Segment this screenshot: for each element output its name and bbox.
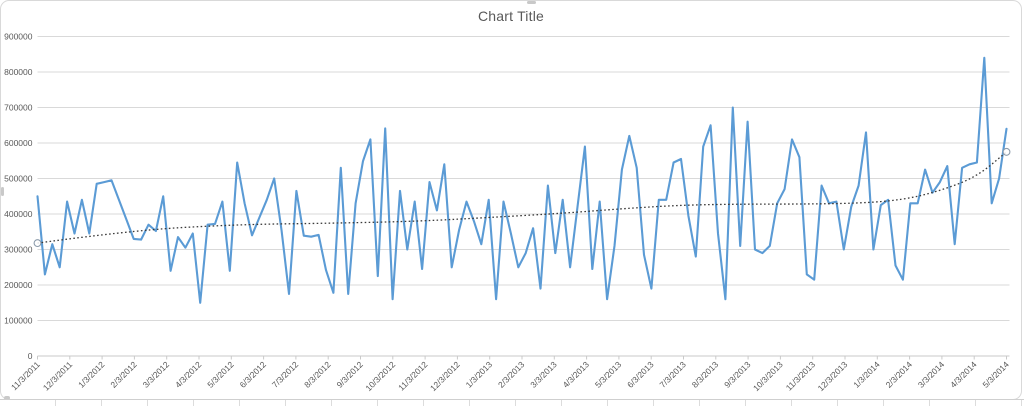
x-axis-label: 1/3/2013 [464,359,495,390]
x-axis-label: 7/3/2012 [270,359,301,390]
x-axis-label: 4/3/2014 [948,359,979,390]
x-axis-label: 6/3/2013 [625,359,656,390]
y-axis-label: 300000 [4,245,33,255]
x-axis-label: 1/3/2012 [76,359,107,390]
y-axis-label: 0 [28,351,33,361]
y-axis-label: 400000 [4,209,33,219]
x-axis-label: 5/3/2013 [593,359,624,390]
plot-area: 0 100000 200000 300000 400000 500000 600000 700… [4,32,1011,394]
x-axis-label: 1/3/2014 [851,359,882,390]
x-axis-label: 4/3/2012 [173,359,204,390]
trendline-end-marker [33,239,42,248]
trendline-end-marker [1002,147,1011,156]
x-axis-label: 8/3/2012 [302,359,333,390]
x-axis-label: 8/3/2013 [690,359,721,390]
x-axis-label: 3/3/2012 [141,359,172,390]
x-axis-label: 11/3/2012 [396,359,430,393]
x-axis-label: 3/3/2013 [528,359,559,390]
x-axis-label: 11/3/2013 [784,359,818,393]
chart-title: Chart Title [478,8,544,24]
x-axis-label: 5/3/2014 [980,359,1011,390]
y-axis-label: 500000 [4,174,33,184]
y-axis-label: 700000 [4,103,33,113]
x-axis-label: 4/3/2013 [561,359,592,390]
x-axis-label: 2/3/2012 [108,359,139,390]
x-axis-label: 12/3/2012 [428,359,462,393]
x-axis-label: 6/3/2012 [238,359,269,390]
series-line [36,56,1008,304]
selection-handle-top[interactable] [527,1,536,4]
trendline [37,151,1007,244]
selection-handle-left[interactable] [1,187,4,196]
x-axis-label: 11/3/2011 [9,359,42,392]
spreadsheet-cells-strip [0,399,1024,406]
selection-handle-bottom-left[interactable] [4,396,10,400]
x-axis-label: 9/3/2012 [334,359,365,390]
y-axis-label: 900000 [4,32,33,42]
x-axis-label: 2/3/2013 [496,359,527,390]
x-axis-label: 5/3/2012 [205,359,236,390]
y-axis-label: 600000 [4,138,33,148]
y-axis-label: 200000 [4,280,33,290]
x-axis-label: 10/3/2012 [363,359,397,393]
x-axis-label: 12/3/2013 [816,359,850,393]
x-axis-label: 2/3/2014 [884,359,915,390]
y-axis-label: 100000 [4,316,33,326]
x-axis-label: 12/3/2011 [41,359,75,393]
x-axis-label: 7/3/2013 [657,359,688,390]
x-axis-label: 3/3/2014 [916,359,947,390]
x-axis-label: 9/3/2013 [722,359,753,390]
y-axis-label: 800000 [4,67,33,77]
x-axis-label: 10/3/2013 [751,359,785,393]
